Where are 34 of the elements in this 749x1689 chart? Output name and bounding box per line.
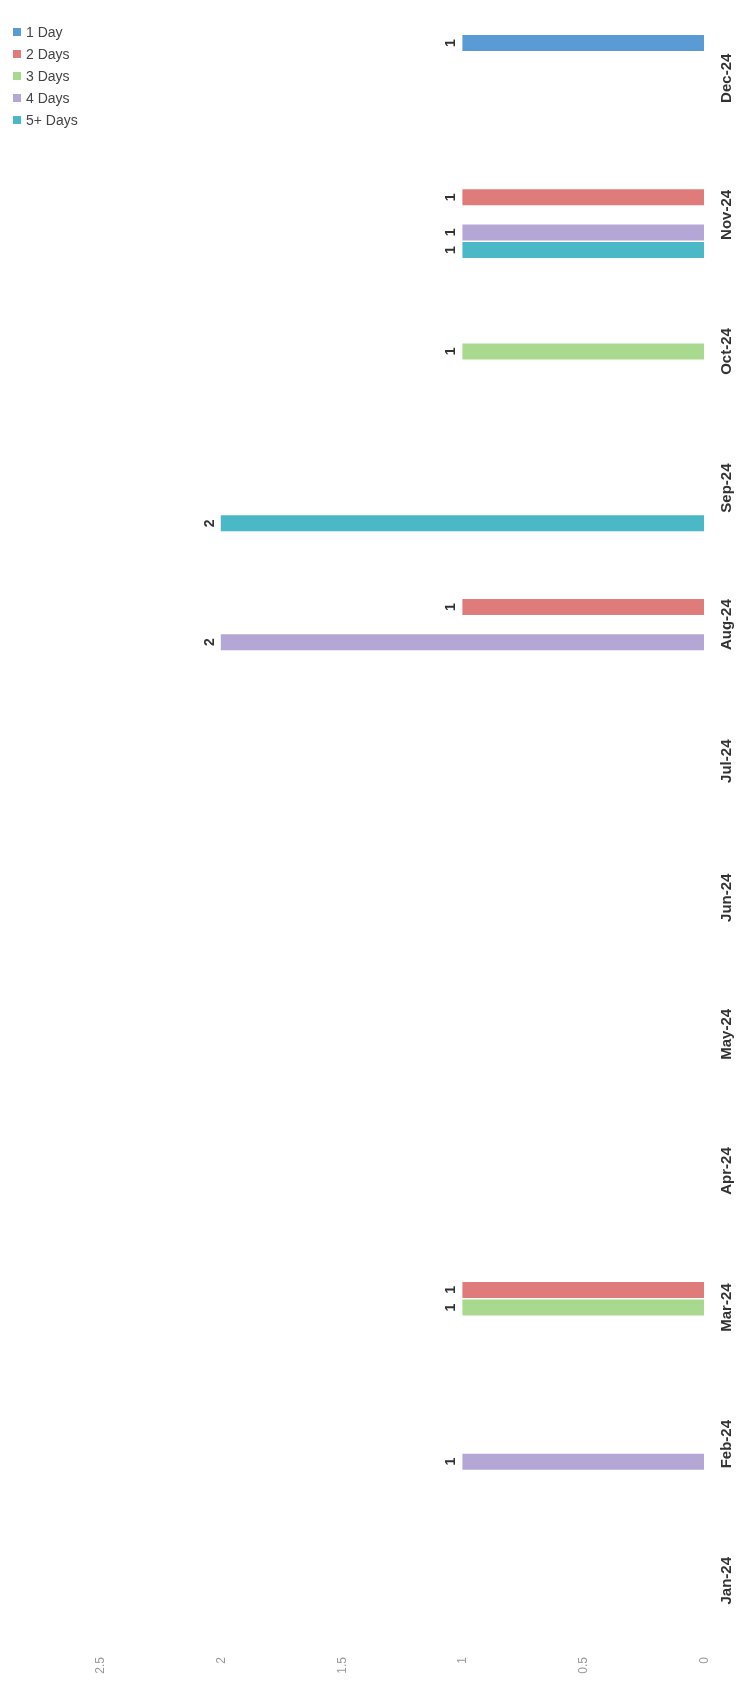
legend-label: 2 Days: [26, 46, 70, 62]
legend-label: 1 Day: [26, 24, 63, 40]
x-tick-label: 1: [455, 1656, 470, 1664]
data-label: 1: [442, 193, 459, 202]
data-label: 1: [442, 347, 459, 356]
data-label: 1: [442, 38, 459, 47]
x-tick-label: 0.5: [576, 1656, 591, 1674]
legend-label: 5+ Days: [26, 112, 78, 128]
x-tick-label: 0: [697, 1656, 711, 1664]
y-tick-label: Feb-24: [717, 1419, 734, 1469]
y-tick-label: Mar-24: [717, 1282, 734, 1332]
y-tick-label: Apr-24: [717, 1146, 734, 1195]
legend-label: 3 Days: [26, 68, 70, 84]
y-tick-label: May-24: [717, 1008, 734, 1060]
data-label: 1: [442, 1303, 459, 1312]
y-tick-label: Jan-24: [717, 1556, 734, 1605]
data-label: 1: [442, 1285, 459, 1294]
y-tick-label: Jul-24: [717, 738, 734, 783]
y-tick-label: Oct-24: [717, 327, 734, 375]
x-tick-label: 2.5: [93, 1656, 107, 1674]
y-tick-label: Sep-24: [717, 462, 734, 513]
y-tick-label: Dec-24: [717, 53, 734, 103]
x-tick-label: 1.5: [334, 1656, 349, 1674]
y-tick-label: Jun-24: [717, 872, 734, 922]
legend-label: 4 Days: [26, 90, 70, 106]
data-label: 1: [442, 228, 459, 237]
data-label: 1: [442, 245, 459, 254]
data-label: 1: [442, 602, 459, 611]
data-label: 2: [200, 519, 217, 528]
data-label: 2: [200, 638, 217, 647]
x-tick-label: 2: [213, 1656, 228, 1664]
y-tick-label: Nov-24: [717, 189, 734, 240]
data-label: 1: [442, 1457, 459, 1466]
y-tick-label: Aug-24: [717, 598, 734, 651]
